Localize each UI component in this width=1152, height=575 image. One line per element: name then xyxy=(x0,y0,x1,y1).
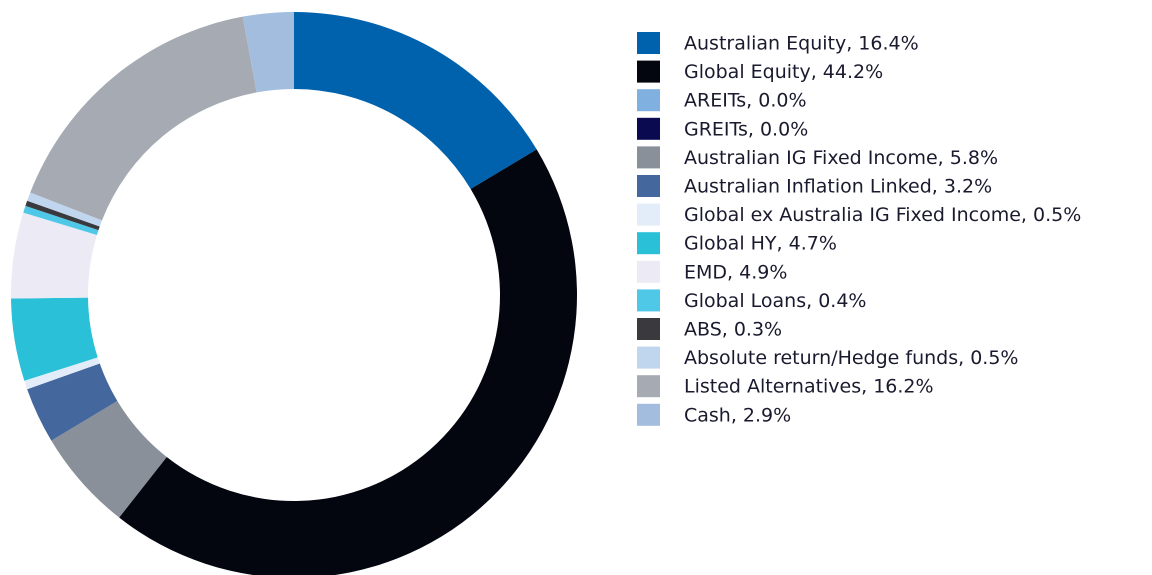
slice xyxy=(27,192,102,227)
legend-label: Australian Inflation Linked, 3.2% xyxy=(684,176,992,198)
slice xyxy=(242,12,294,93)
slice xyxy=(10,212,97,299)
legend-swatch xyxy=(637,32,660,54)
legend-label: ABS, 0.3% xyxy=(684,319,782,341)
slice xyxy=(24,357,100,390)
legend-label: AREITs, 0.0% xyxy=(684,90,807,112)
legend-label: Australian Equity, 16.4% xyxy=(684,33,919,55)
legend-label: EMD, 4.9% xyxy=(684,261,787,283)
legend-label: Global ex Australia IG Fixed Income, 0.5… xyxy=(684,204,1081,226)
legend-label: GREITs, 0.0% xyxy=(684,118,808,140)
slice xyxy=(294,12,537,190)
legend-swatch xyxy=(637,146,660,169)
legend-label: Global Equity, 44.2% xyxy=(684,61,883,83)
slice xyxy=(119,149,577,575)
legend-swatch xyxy=(637,89,660,112)
legend-label: Absolute return/Hedge funds, 0.5% xyxy=(684,347,1019,369)
slice xyxy=(27,363,118,441)
slice xyxy=(25,200,100,231)
legend-swatch xyxy=(637,375,660,398)
slice xyxy=(30,16,257,221)
legend-swatch xyxy=(637,60,660,83)
legend-label: Global Loans, 0.4% xyxy=(684,290,866,312)
legend-swatch xyxy=(637,289,660,312)
legend-label: Cash, 2.9% xyxy=(684,404,791,426)
legend-swatch xyxy=(637,318,660,340)
legend-swatch xyxy=(637,403,660,426)
legend-label: Australian IG Fixed Income, 5.8% xyxy=(684,147,998,169)
legend-label: Listed Alternatives, 16.2% xyxy=(684,376,934,398)
legend-swatch xyxy=(637,175,660,197)
slice xyxy=(51,400,167,518)
legend-label: Global HY, 4.7% xyxy=(684,233,837,255)
legend-swatch xyxy=(637,117,660,140)
slice xyxy=(11,297,98,381)
legend-swatch xyxy=(637,260,660,283)
legend-swatch xyxy=(637,232,660,255)
slice xyxy=(23,205,99,236)
legend-swatch xyxy=(637,203,660,226)
legend-swatch xyxy=(637,346,660,369)
